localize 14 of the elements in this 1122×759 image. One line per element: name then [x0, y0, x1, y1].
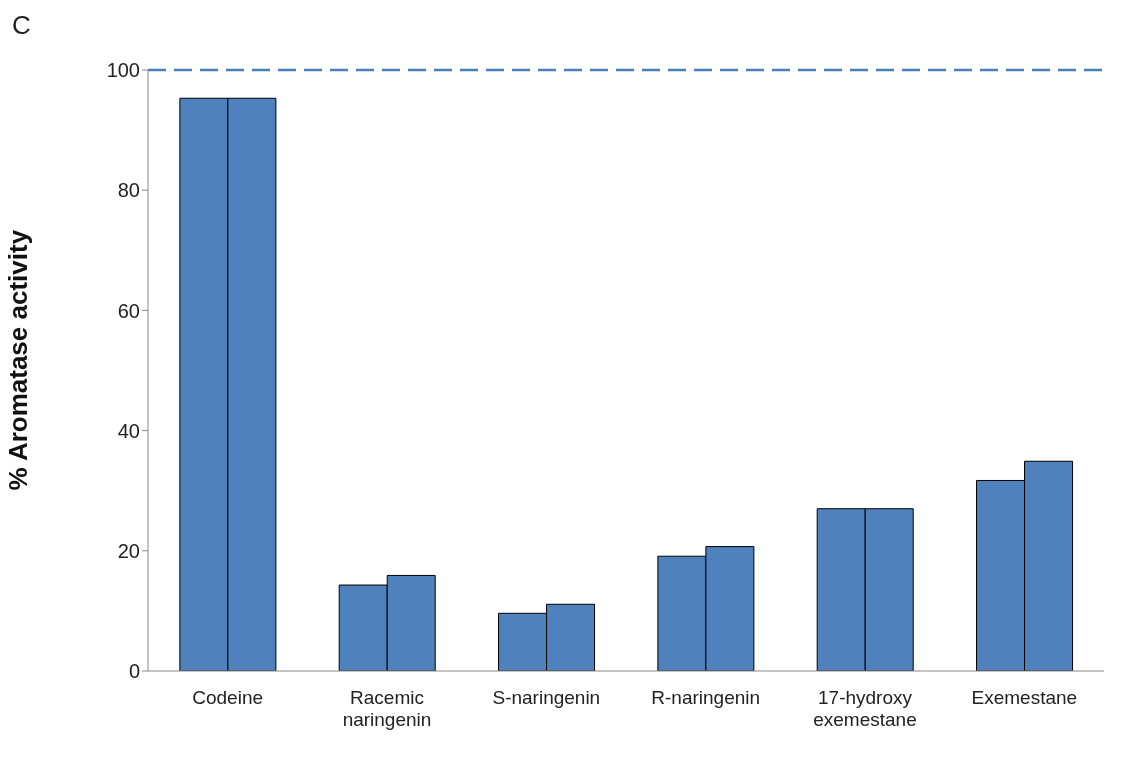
x-tick-label: S-naringenin: [492, 687, 601, 709]
text: C: [12, 10, 31, 41]
x-tick-label: 17-hydroxy exemestane: [813, 687, 917, 730]
x-tick-label: Racemic naringenin: [342, 687, 432, 730]
x-tick-label: Exemestane: [971, 687, 1078, 709]
y-tick-label: 60: [117, 299, 140, 322]
x-tick-label: Codeine: [192, 687, 264, 709]
y-tick-label: 80: [117, 179, 140, 202]
y-tick-label: 20: [117, 539, 140, 562]
x-tick-label: R-naringenin: [651, 687, 761, 709]
y-tick-label: 100: [106, 59, 140, 82]
y-tick-label: 0: [128, 660, 140, 683]
y-tick-label: 40: [117, 419, 140, 442]
y-axis-title: % Aromatase activity: [3, 229, 34, 491]
